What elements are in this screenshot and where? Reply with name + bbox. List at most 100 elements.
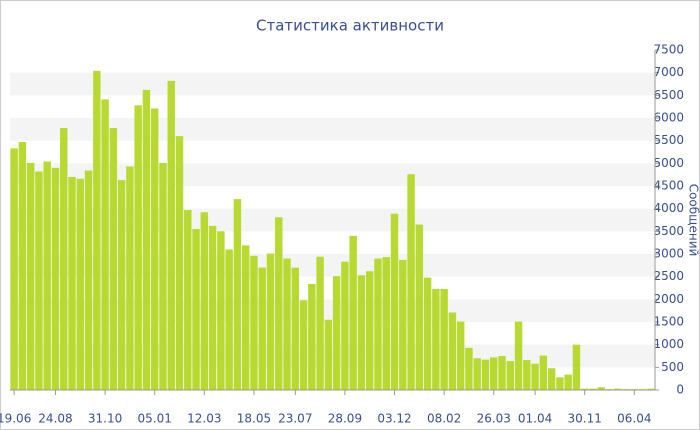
y-tick-label: 3500: [653, 224, 684, 238]
bar: [275, 217, 283, 390]
x-tick-label: 26.03: [477, 412, 511, 426]
bar: [159, 162, 167, 390]
bar: [365, 271, 374, 390]
bar: [93, 70, 101, 390]
bar: [523, 360, 531, 390]
y-tick-label: 7500: [653, 43, 684, 57]
bar: [76, 178, 85, 390]
x-tick-label: 01.04: [518, 412, 552, 426]
bar: [547, 368, 556, 390]
bar: [440, 288, 448, 390]
bar: [250, 255, 258, 390]
x-tick-label: 06.04: [617, 412, 651, 426]
x-tick-label: 24.08: [38, 412, 72, 426]
bar: [349, 235, 357, 390]
bar: [357, 275, 366, 390]
bar: [266, 253, 275, 390]
bar: [498, 356, 506, 390]
x-tick-label: 05.01: [138, 412, 172, 426]
bar: [448, 312, 457, 390]
bar: [18, 142, 27, 390]
bar: [192, 229, 200, 390]
bar: [647, 388, 655, 390]
y-tick-label: 500: [661, 360, 684, 374]
bar: [233, 199, 242, 390]
bar: [68, 176, 76, 390]
y-tick-label: 3000: [653, 247, 684, 261]
bar: [415, 224, 424, 390]
bar: [597, 387, 605, 390]
bar: [35, 171, 43, 390]
bar: [481, 359, 490, 390]
bar: [564, 374, 572, 390]
bar: [490, 357, 498, 390]
bar: [225, 249, 233, 390]
bar: [531, 363, 539, 390]
bar: [184, 210, 192, 390]
bar: [341, 261, 349, 390]
bar: [142, 89, 151, 390]
bar: [51, 167, 60, 390]
x-tick-label: 03.12: [377, 412, 411, 426]
y-tick-label: 0: [676, 383, 684, 397]
x-tick-label: 31.10: [88, 412, 122, 426]
bar: [423, 277, 432, 390]
y-tick-label: 4000: [653, 201, 684, 215]
bar: [589, 388, 597, 390]
bar: [26, 162, 35, 390]
bar: [134, 105, 142, 390]
bar: [456, 321, 465, 390]
bar: [10, 148, 18, 390]
y-tick-label: 6000: [653, 111, 684, 125]
bar: [175, 136, 184, 390]
bar: [572, 344, 581, 390]
x-tick-label: 28.09: [328, 412, 362, 426]
x-tick-label: 30.11: [568, 412, 602, 426]
bar: [43, 161, 51, 390]
bar: [258, 267, 266, 390]
x-tick-label: 08.02: [427, 412, 461, 426]
bar: [101, 99, 109, 390]
bar: [109, 127, 118, 391]
bar: [283, 258, 291, 390]
bar: [208, 225, 217, 390]
bar: [382, 257, 390, 390]
bar: [200, 212, 209, 390]
bar: [473, 358, 481, 390]
bar: [167, 80, 175, 391]
bar: [316, 256, 324, 390]
y-axis-label: Сообщений: [687, 184, 700, 257]
y-tick-label: 1500: [653, 315, 684, 329]
grid-band: [10, 72, 655, 96]
bar: [217, 231, 225, 390]
bar: [60, 127, 68, 391]
x-tick-label: 19.06: [0, 412, 31, 426]
bar: [399, 259, 407, 390]
bar: [324, 319, 333, 390]
bar: [308, 283, 316, 390]
bar: [299, 300, 308, 390]
bar: [117, 180, 126, 390]
bar: [506, 360, 515, 390]
y-tick-label: 6500: [653, 88, 684, 102]
y-tick-label: 2000: [653, 292, 684, 306]
bar: [241, 245, 250, 390]
y-tick-label: 7000: [653, 65, 684, 79]
bar: [432, 288, 440, 390]
bar: [126, 166, 134, 390]
bar: [150, 108, 159, 390]
chart-title: Статистика активности: [256, 17, 444, 35]
bar: [407, 174, 415, 390]
bar: [332, 276, 341, 390]
bar: [580, 388, 589, 390]
y-tick-label: 2500: [653, 269, 684, 283]
bar: [465, 347, 473, 390]
y-tick-label: 4500: [653, 179, 684, 193]
x-tick-label: 18.05: [237, 412, 271, 426]
bar: [556, 377, 564, 390]
x-tick-label: 12.03: [187, 412, 221, 426]
y-tick-label: 1000: [653, 337, 684, 351]
y-tick-label: 5500: [653, 133, 684, 147]
bar: [84, 170, 93, 390]
